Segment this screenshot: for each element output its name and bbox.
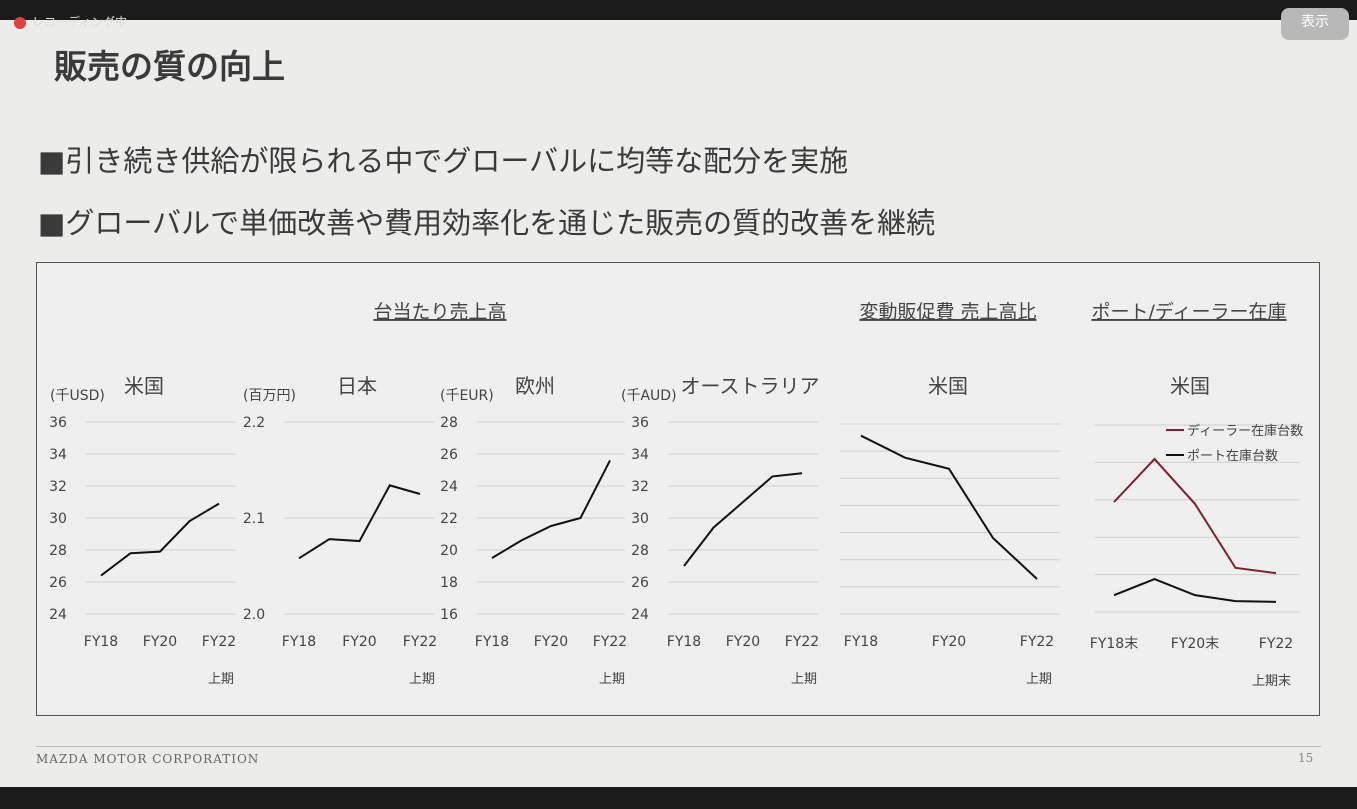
y-tick-label: 24: [49, 607, 67, 623]
y-tick-label: 2.2: [243, 415, 265, 431]
x-tick-label: FY20: [534, 634, 568, 650]
chart-title: オーストラリア: [681, 374, 820, 398]
x-tick-label: FY22: [202, 634, 236, 650]
y-tick-label: 24: [631, 607, 649, 623]
data-line: [683, 472, 803, 567]
y-tick-label: 32: [49, 479, 67, 495]
x-tick-label: FY18: [475, 634, 509, 650]
x-tick-label: FY18: [282, 634, 316, 650]
y-tick-label: 20: [440, 543, 458, 559]
y-tick-label: 26: [49, 575, 67, 591]
recording-text: レコーディング中: [32, 15, 128, 29]
y-tick-label: 2.1: [243, 511, 265, 527]
footer: MAZDA MOTOR CORPORATION: [36, 752, 260, 766]
chart-panel: [36, 262, 1320, 716]
unit-label: (千EUR): [440, 388, 494, 404]
x-tick-label: FY20末: [1171, 636, 1219, 652]
data-line: [491, 459, 611, 559]
slide-title: 販売の質の向上: [54, 47, 285, 86]
y-tick-label: 36: [631, 415, 649, 431]
period-note: 上期: [791, 672, 817, 687]
y-tick-label: 36: [49, 415, 67, 431]
y-tick-label: 26: [440, 447, 458, 463]
bullet: ■グローバルで単価改善や費用効率化を通じた販売の質的改善を継続: [38, 206, 936, 240]
data-line: [100, 502, 220, 577]
y-tick-label: 34: [631, 447, 649, 463]
section-heading: ポート/ディーラー在庫: [1091, 301, 1286, 323]
y-tick-label: 18: [440, 575, 458, 591]
y-tick-label: 28: [631, 543, 649, 559]
section-heading: 変動販促費 売上高比: [859, 301, 1036, 323]
y-tick-label: 16: [440, 607, 458, 623]
x-tick-label: FY18: [667, 634, 701, 650]
chart-title: 米国: [1170, 374, 1210, 398]
unit-label: (百万円): [243, 388, 296, 404]
y-tick-label: 2.0: [243, 607, 265, 623]
x-tick-label: FY20: [932, 634, 966, 650]
x-tick-label: FY20: [143, 634, 177, 650]
x-tick-label: FY22: [1020, 634, 1054, 650]
x-tick-label: FY22: [785, 634, 819, 650]
period-note: 上期: [599, 672, 625, 687]
period-note: 上期: [1026, 672, 1052, 687]
section-heading: 台当たり売上高: [373, 301, 506, 323]
bullet: ■引き続き供給が限られる中でグローバルに均等な配分を実施: [38, 144, 849, 178]
x-tick-label: FY22: [403, 634, 437, 650]
x-tick-label: FY20: [726, 634, 760, 650]
top-bar: [0, 0, 1357, 20]
y-tick-label: 22: [440, 511, 458, 527]
legend-label: ポート在庫台数: [1187, 448, 1278, 464]
x-tick-label: FY18: [844, 634, 878, 650]
x-tick-label: FY20: [342, 634, 376, 650]
data-line: [1113, 578, 1277, 603]
data-line: [860, 434, 1038, 580]
y-tick-label: 30: [631, 511, 649, 527]
x-tick-label: FY22: [1259, 636, 1293, 652]
chart-title: 欧州: [515, 374, 555, 398]
unit-label: (千USD): [50, 388, 105, 404]
data-line: [298, 484, 421, 560]
unit-label: (千AUD): [621, 388, 677, 404]
bottom-bar: [0, 787, 1357, 809]
period-note: 上期: [208, 672, 234, 687]
y-tick-label: 30: [49, 511, 67, 527]
period-note: 上期: [409, 672, 435, 687]
footer-rule: [36, 746, 1321, 747]
y-tick-label: 24: [440, 479, 458, 495]
chart-title: 米国: [124, 374, 164, 398]
chart-title: 日本: [337, 374, 377, 398]
y-tick-label: 32: [631, 479, 649, 495]
page-number: 15: [1298, 751, 1314, 765]
data-line: [1113, 457, 1277, 575]
y-tick-label: 28: [440, 415, 458, 431]
y-tick-label: 34: [49, 447, 67, 463]
y-tick-label: 28: [49, 543, 67, 559]
chart-title: 米国: [928, 374, 968, 398]
legend-label: ディーラー在庫台数: [1187, 423, 1303, 439]
x-tick-label: FY18末: [1090, 636, 1138, 652]
y-tick-label: 26: [631, 575, 649, 591]
period-note: 上期末: [1252, 674, 1291, 689]
recording-indicator: レコーディング中: [14, 13, 127, 30]
x-tick-label: FY18: [84, 634, 118, 650]
view-button[interactable]: 表示: [1281, 8, 1349, 40]
x-tick-label: FY22: [593, 634, 627, 650]
